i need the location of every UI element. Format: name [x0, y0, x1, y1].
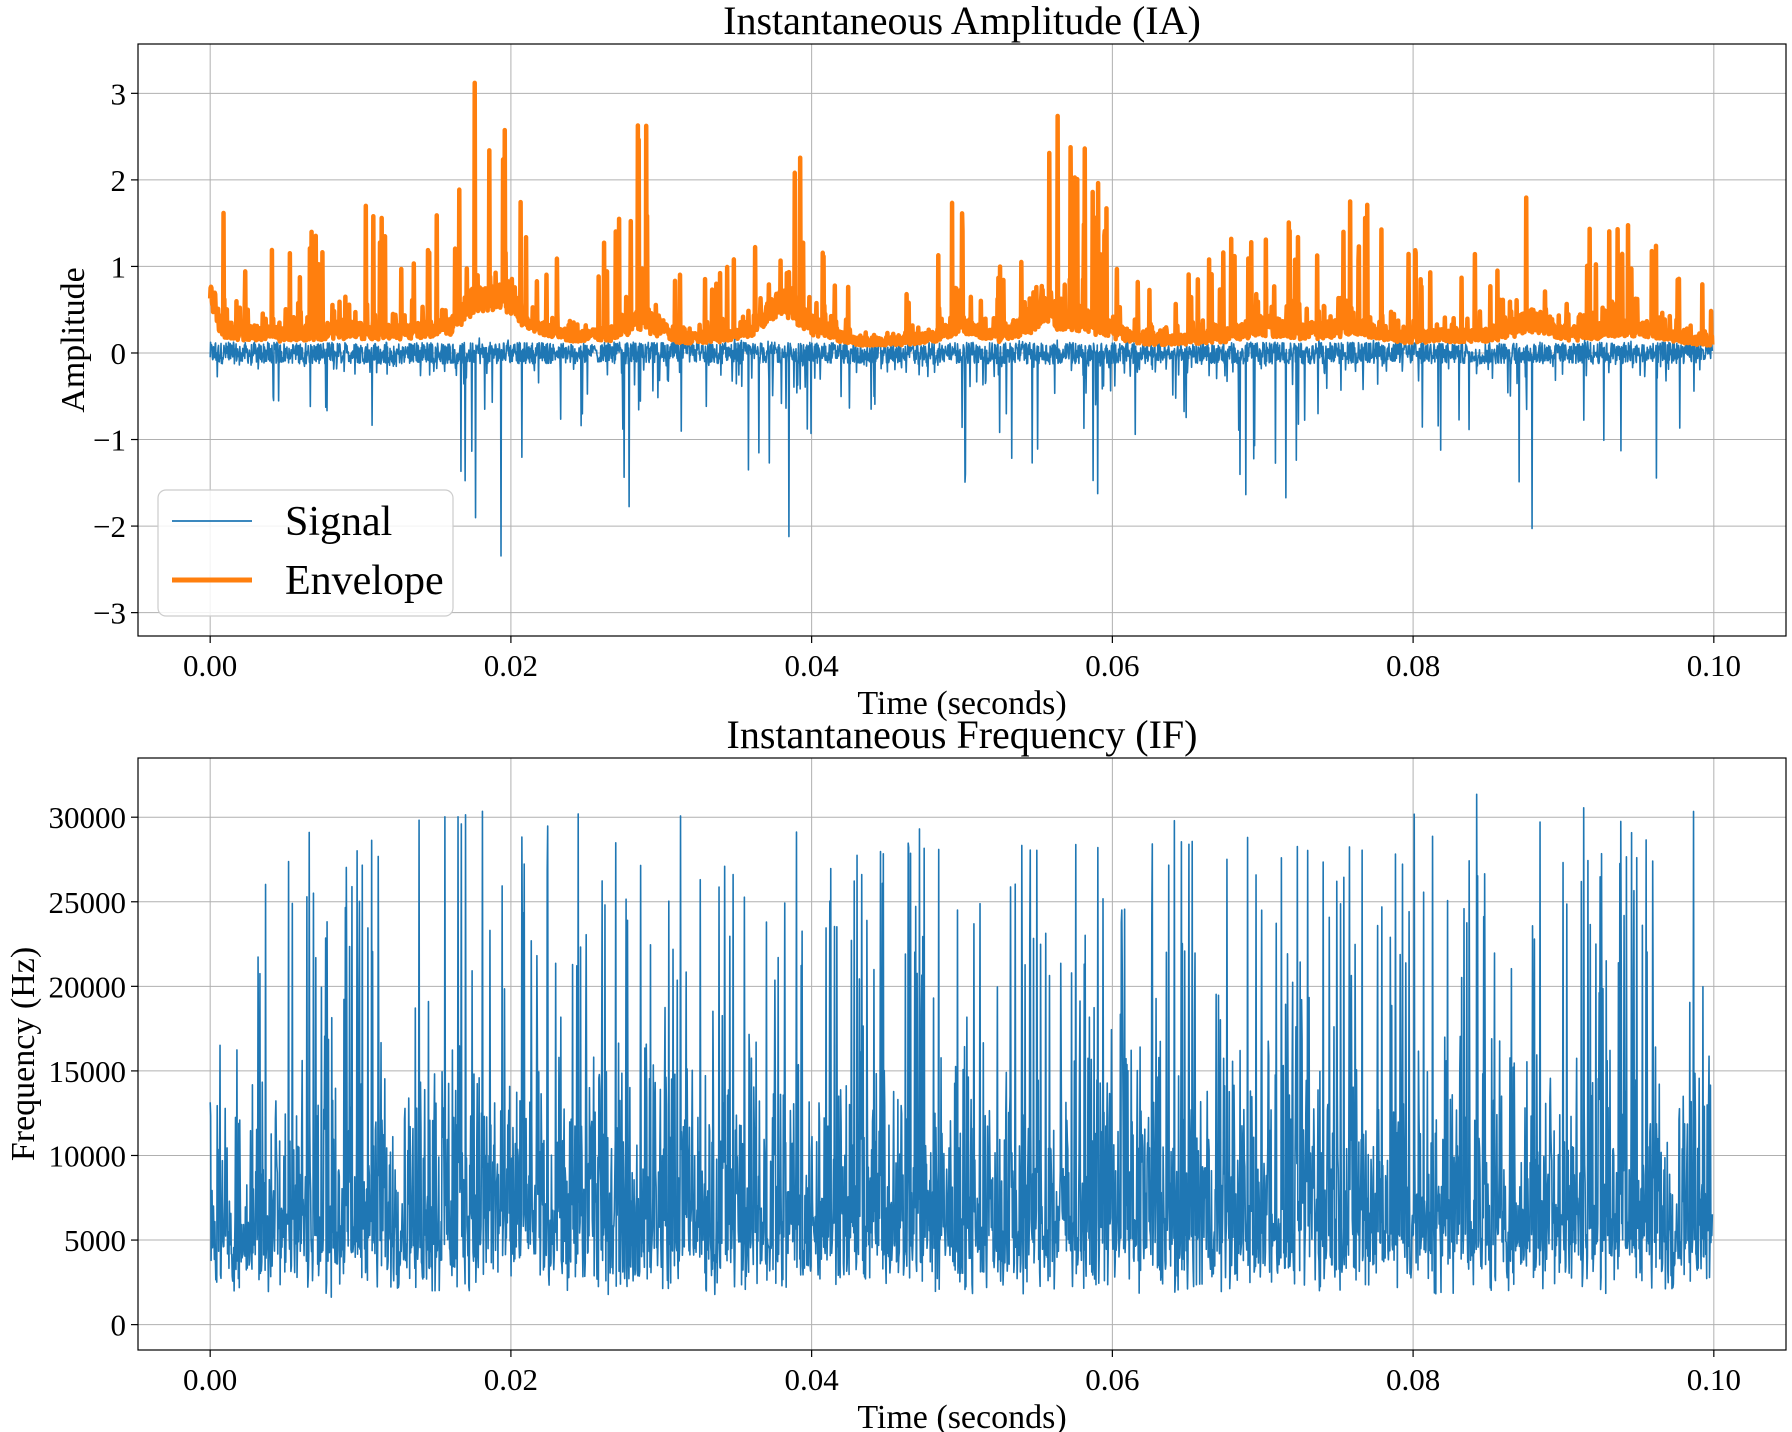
envelope-series-line: [207, 80, 1715, 348]
x-tick-label: 0.08: [1386, 1362, 1440, 1397]
axes-frame: [137, 757, 1787, 1351]
x-tick-label: 0.06: [1085, 648, 1139, 683]
x-tick-label: 0.00: [183, 1362, 237, 1397]
amplitude-plot-title: Instantaneous Amplitude (IA): [723, 0, 1201, 43]
frequency-series-line: [209, 793, 1714, 1298]
amplitude-plot: Instantaneous Amplitude (IA) 0.00 0.02 0.0…: [55, 0, 1787, 722]
y-tick-label: 25000: [49, 885, 127, 920]
y-tick-label: 10000: [49, 1138, 127, 1173]
x-tick-label: 0.00: [183, 648, 237, 683]
y-tick-label: −2: [93, 509, 126, 544]
y-tick-label: −1: [93, 423, 126, 458]
frequency-plot-title: Instantaneous Frequency (IF): [727, 712, 1198, 757]
x-tick-label: 0.02: [484, 1362, 538, 1397]
legend-envelope-label: Envelope: [285, 558, 444, 604]
x-tick-label: 0.06: [1085, 1362, 1139, 1397]
y-tick-label: 20000: [49, 969, 127, 1004]
y-tick-label: 3: [111, 76, 127, 111]
amplitude-legend: Signal Envelope: [157, 489, 454, 617]
x-tick-label: 0.10: [1687, 648, 1741, 683]
x-tick-label: 0.04: [785, 1362, 840, 1397]
amplitude-y-axis-label: Amplitude: [55, 267, 92, 412]
y-tick-label: 0: [111, 336, 127, 371]
y-tick-label: 15000: [49, 1054, 127, 1089]
y-tick-label: 30000: [49, 800, 127, 835]
frequency-x-axis-label: Time (seconds): [857, 1399, 1066, 1432]
amplitude-x-axis-label: Time (seconds): [857, 685, 1066, 722]
y-tick-label: 2: [111, 163, 127, 198]
amplitude-plot-area: [207, 80, 1715, 557]
y-tick-label: 1: [111, 249, 127, 284]
frequency-plot-area: [209, 793, 1714, 1298]
x-tick-label: 0.08: [1386, 648, 1440, 683]
x-tick-label: 0.02: [484, 648, 538, 683]
frequency-y-axis-label: Frequency (Hz): [5, 947, 42, 1161]
x-tick-label: 0.04: [785, 648, 840, 683]
frequency-plot: Instantaneous Frequency (IF) 0.00 0.02 0.0…: [5, 712, 1787, 1432]
y-tick-label: −3: [93, 596, 126, 631]
legend-signal-label: Signal: [285, 499, 392, 545]
frequency-y-ticks: 0 5000 10000 15000 20000 25000 30000: [49, 800, 138, 1343]
axes-frame: [137, 43, 1787, 637]
frequency-x-ticks: 0.00 0.02 0.04 0.06 0.08 0.10: [183, 1350, 1741, 1397]
amplitude-y-ticks: −3 −2 −1 0 1 2 3: [93, 76, 138, 631]
x-tick-label: 0.10: [1687, 1362, 1741, 1397]
y-tick-label: 5000: [64, 1223, 126, 1258]
y-tick-label: 0: [111, 1308, 127, 1343]
amplitude-x-ticks: 0.00 0.02 0.04 0.06 0.08 0.10: [183, 636, 1741, 683]
